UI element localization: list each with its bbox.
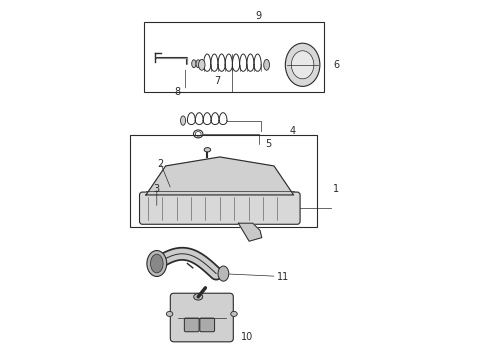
FancyBboxPatch shape [171,293,233,342]
Text: 2: 2 [157,159,163,169]
Text: 3: 3 [153,184,159,194]
Ellipse shape [218,266,229,281]
Text: 10: 10 [242,332,254,342]
Text: 7: 7 [215,76,220,86]
Ellipse shape [204,148,211,152]
Text: 8: 8 [175,87,181,97]
Text: 9: 9 [256,11,262,21]
Ellipse shape [198,59,205,70]
Ellipse shape [166,311,173,316]
Text: 1: 1 [333,184,339,194]
Ellipse shape [264,59,270,70]
Ellipse shape [231,311,237,316]
Polygon shape [238,223,262,241]
Bar [130,135,317,227]
Text: 4: 4 [290,126,296,136]
Ellipse shape [285,43,320,86]
Text: 5: 5 [265,139,271,149]
Text: 6: 6 [333,60,339,70]
FancyBboxPatch shape [140,192,300,224]
Ellipse shape [196,60,200,68]
Ellipse shape [292,51,314,79]
Polygon shape [146,157,294,195]
Ellipse shape [150,254,163,273]
Ellipse shape [194,294,203,300]
Ellipse shape [180,116,186,125]
FancyBboxPatch shape [184,318,199,332]
Bar [144,22,324,92]
Ellipse shape [147,251,167,276]
Ellipse shape [192,60,196,68]
Text: 11: 11 [277,272,290,282]
FancyBboxPatch shape [200,318,215,332]
